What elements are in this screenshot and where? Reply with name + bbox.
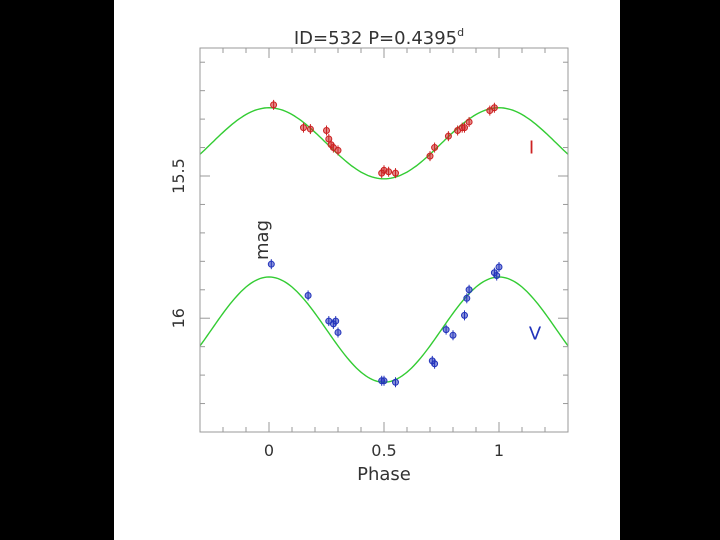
chart-panel: ID=532 P=0.4395d 0 0.5 1 15.5 16 I V Phase ma…	[114, 0, 620, 540]
data-point-V	[392, 378, 399, 386]
x-tick-label: 1	[494, 441, 504, 460]
data-point-I	[323, 126, 330, 134]
data-point-V	[495, 263, 503, 271]
data-point-I	[334, 146, 342, 154]
data-point-V	[267, 260, 275, 268]
data-point-V	[493, 272, 501, 280]
y-axis-label: mag	[252, 220, 273, 260]
series-label-V: V	[529, 324, 542, 345]
data-point-I	[392, 169, 399, 177]
x-tick-label: 0	[264, 441, 274, 460]
data-point-I	[325, 135, 333, 143]
data-point-V	[332, 317, 340, 325]
data-point-V	[442, 326, 450, 334]
data-point-I	[461, 124, 468, 132]
data-point-I	[385, 168, 393, 176]
data-point-I	[465, 118, 473, 126]
x-axis-label: Phase	[357, 464, 411, 485]
fit-curve-V	[199, 276, 569, 383]
series-label-I: I	[529, 137, 534, 158]
data-point-I	[270, 101, 278, 109]
data-point-I	[300, 124, 307, 132]
data-point-V	[461, 311, 468, 319]
fit-curve-I	[199, 106, 569, 180]
light-curve-chart: ID=532 P=0.4395d 0 0.5 1 15.5 16 I V Phase ma…	[169, 26, 569, 485]
data-point-V	[380, 377, 388, 385]
data-point-I	[426, 152, 434, 160]
y-tick-label: 15.5	[169, 158, 188, 194]
chart-title: ID=532 P=0.4395d	[294, 26, 464, 49]
x-tick-label: 0.5	[371, 441, 396, 460]
plot-frame	[199, 47, 569, 433]
data-point-I	[431, 144, 439, 152]
data-point-I	[490, 104, 498, 112]
data-point-V	[449, 331, 457, 339]
data-point-V	[334, 328, 342, 336]
data-point-V	[463, 294, 471, 302]
data-point-V	[304, 291, 312, 299]
data-point-I	[444, 132, 452, 140]
y-tick-label: 16	[169, 308, 188, 328]
data-point-V	[465, 286, 473, 294]
data-point-V	[431, 360, 439, 368]
data-point-I	[306, 125, 314, 133]
